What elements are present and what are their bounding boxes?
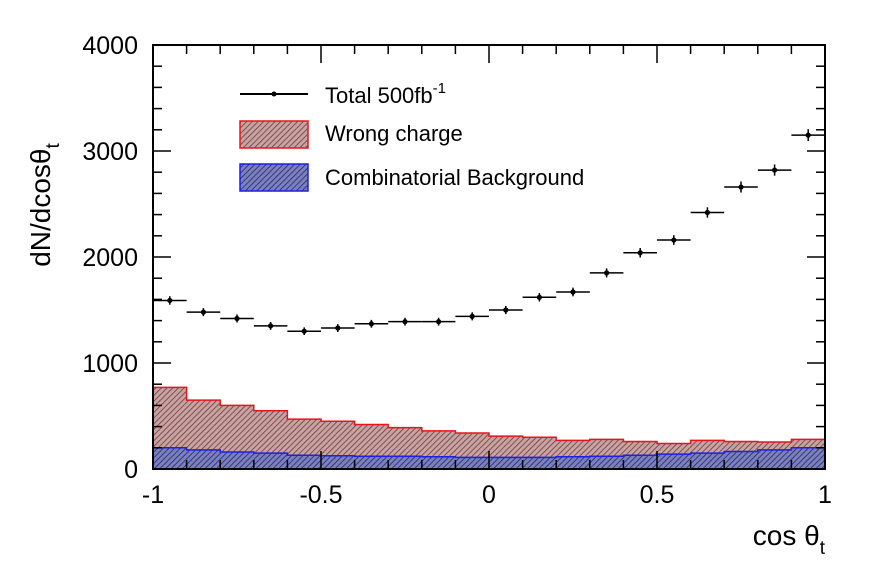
data-point: [657, 235, 691, 245]
point-marker: [436, 319, 442, 325]
legend-item-combinatorial: Combinatorial Background: [239, 163, 584, 192]
legend-label-total-superscript: -1: [433, 80, 446, 97]
point-marker: [772, 167, 778, 173]
tick-labels: -1 -0.5 0 0.5 1 0 1000 2000 3000 4000: [82, 32, 832, 509]
point-marker: [805, 132, 811, 138]
point-marker: [301, 328, 307, 334]
point-marker: [738, 184, 744, 190]
data-point: [724, 181, 758, 193]
data-point: [287, 327, 321, 336]
data-point: [791, 129, 825, 142]
x-tick-label: 1: [818, 481, 832, 509]
y-tick-label: 1000: [82, 350, 138, 378]
y-tick-label: 4000: [82, 32, 138, 60]
point-marker: [402, 319, 408, 325]
data-point: [354, 319, 389, 328]
data-point: [388, 317, 422, 326]
data-point: [186, 308, 221, 317]
data-point: [489, 305, 523, 315]
axis-ticks: [152, 44, 826, 470]
point-marker: [368, 321, 374, 327]
point-marker: [200, 309, 206, 315]
y-axis-title: dN/dcosθt: [25, 142, 64, 266]
point-marker: [167, 297, 173, 304]
data-point: [421, 317, 456, 326]
data-point: [253, 321, 288, 330]
data-point: [321, 324, 355, 332]
legend-label-wrong-charge: Wrong charge: [325, 121, 463, 146]
data-point: [690, 207, 725, 218]
data-point: [556, 287, 590, 297]
data-point: [455, 312, 489, 321]
x-tick-label: 0.5: [640, 481, 675, 509]
point-marker: [335, 325, 341, 331]
data-point: [153, 296, 187, 305]
y-tick-label: 3000: [82, 138, 138, 166]
legend-label-total: Total 500fb-1: [325, 80, 446, 108]
point-marker: [637, 250, 643, 256]
x-tick-label: 0: [482, 481, 496, 509]
point-marker: [536, 294, 543, 300]
legend-item-total: Total 500fb-1: [240, 80, 446, 108]
x-axis-title: cos θt: [753, 520, 826, 559]
x-tick-label: -1: [142, 481, 164, 509]
data-point: [589, 268, 624, 278]
wrong-charge-area: [153, 387, 825, 469]
point-marker: [503, 307, 509, 313]
y-tick-label: 2000: [82, 244, 138, 272]
point-marker: [604, 270, 610, 276]
point-marker: [704, 209, 711, 216]
data-point: [623, 247, 657, 258]
point-marker: [671, 237, 677, 243]
y-axis-title-subscript: t: [43, 142, 64, 148]
point-marker: [234, 315, 240, 322]
legend-item-wrong-charge: Wrong charge: [239, 120, 463, 149]
data-point: [522, 293, 557, 302]
legend-label-combinatorial: Combinatorial Background: [325, 165, 584, 190]
point-marker: [570, 289, 576, 295]
point-marker: [268, 323, 274, 329]
data-points: [153, 129, 825, 336]
legend: Total 500fb-1 Wrong charge Combinatorial…: [239, 80, 584, 192]
y-tick-label: 0: [124, 456, 138, 484]
x-tick-label: -0.5: [299, 481, 342, 509]
point-marker: [469, 313, 475, 319]
data-point: [220, 314, 254, 323]
data-point: [757, 164, 792, 176]
wrong-charge-outline: [152, 386, 826, 469]
x-axis-title-subscript: t: [820, 538, 826, 559]
